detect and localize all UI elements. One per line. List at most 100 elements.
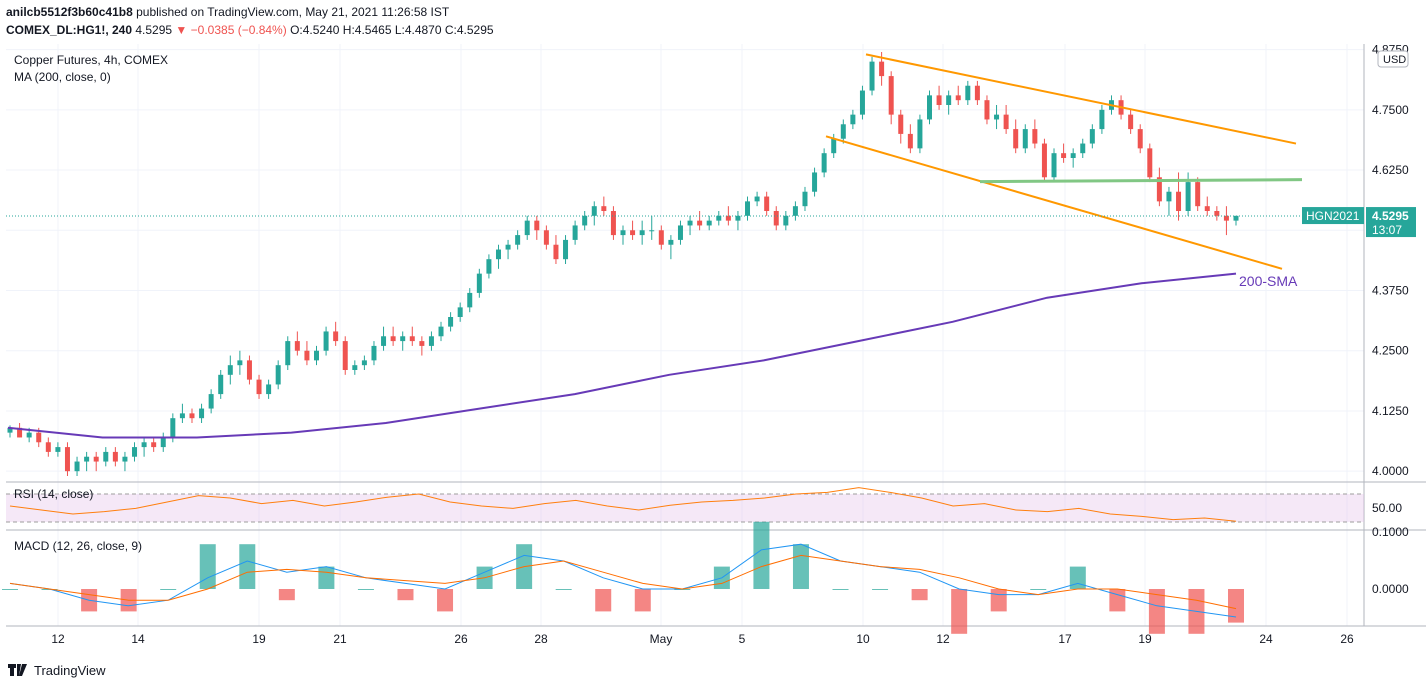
macd-histogram-bar: [1148, 589, 1165, 634]
tradingview-footer[interactable]: TradingView: [8, 662, 106, 678]
symbol-tag-text: HGN2021: [1306, 209, 1360, 223]
candle-body: [572, 225, 578, 240]
candle-body: [361, 360, 367, 366]
x-tick-label: 10: [856, 632, 870, 646]
candle-body: [898, 114, 904, 134]
candle-body: [467, 292, 473, 308]
candle-body: [74, 461, 80, 472]
x-tick-label: 19: [1138, 632, 1152, 646]
candle-body: [745, 201, 751, 216]
candle-body: [448, 317, 454, 327]
candle-body: [304, 350, 310, 361]
legend-macd: MACD (12, 26, close, 9): [14, 539, 142, 553]
macd-histogram-bar: [634, 589, 651, 612]
candle-body: [1089, 129, 1095, 144]
support-line: [979, 178, 1303, 184]
y-tick-label: 4.3750: [1372, 284, 1409, 298]
candle-body: [438, 326, 444, 337]
candle-body: [1051, 153, 1057, 178]
candle-body: [371, 345, 377, 361]
macd-histogram-bar: [437, 589, 454, 612]
candle-body: [754, 196, 760, 202]
candle-body: [17, 427, 23, 438]
candle-body: [1032, 129, 1038, 144]
candle-body: [294, 341, 300, 351]
candle-body: [1128, 114, 1134, 130]
candle-body: [1070, 153, 1076, 158]
symbol-label: COMEX_DL:HG1!, 240: [6, 23, 133, 37]
candle-body: [199, 408, 205, 419]
candle-body: [246, 360, 252, 380]
candle-body: [965, 85, 971, 101]
x-tick-label: 5: [739, 632, 746, 646]
candle-body: [812, 172, 818, 192]
candle-body: [381, 336, 387, 346]
macd-line: [9, 543, 1237, 618]
candle-body: [620, 230, 626, 236]
candle-body: [1185, 182, 1191, 211]
candle-body: [630, 230, 636, 236]
x-tick-label: 21: [333, 632, 347, 646]
candle-body: [179, 413, 185, 419]
channel-lower-line: [825, 135, 1283, 270]
tradingview-logo-icon: [8, 664, 27, 676]
macd-histogram-bar: [239, 544, 256, 589]
candle-body: [227, 365, 233, 375]
candle-body: [1003, 114, 1009, 130]
candle-body: [773, 211, 779, 226]
candle-body: [974, 85, 980, 101]
price-tag-text: 4.5295: [1372, 209, 1409, 223]
candle-body: [419, 341, 425, 346]
x-tick-label: 17: [1058, 632, 1072, 646]
candle-body: [601, 206, 607, 211]
candle-body: [1195, 182, 1201, 207]
signal-line: [9, 554, 1237, 610]
candle-body: [984, 100, 990, 120]
candle-body: [208, 394, 214, 409]
candle-body: [428, 336, 434, 346]
candle-body: [764, 196, 770, 211]
candle-body: [591, 206, 597, 216]
candle-body: [1099, 109, 1105, 130]
macd-tick-label: 0.0000: [1372, 582, 1409, 596]
candle-body: [409, 336, 415, 342]
macd-histogram-bar: [555, 589, 572, 590]
macd-histogram-bar: [911, 589, 928, 601]
candle-body: [218, 374, 224, 395]
ohlc-values: O:4.5240 H:4.5465 L:4.4870 C:4.5295: [290, 23, 494, 37]
candle-body: [994, 114, 1000, 120]
candle-body: [122, 456, 128, 462]
x-tick-label: 19: [252, 632, 266, 646]
candle-body: [93, 456, 99, 462]
change-arrow-icon: ▼: [175, 23, 188, 37]
candle-body: [1080, 143, 1086, 154]
macd-histogram-bar: [2, 589, 18, 590]
candle-body: [735, 215, 741, 221]
candle-body: [840, 124, 846, 139]
x-tick-label: 24: [1259, 632, 1273, 646]
candle-body: [160, 437, 166, 448]
y-tick-label: 4.0000: [1372, 464, 1409, 478]
candle-body: [955, 95, 961, 101]
candle-body: [553, 244, 559, 260]
candle-body: [314, 350, 319, 361]
candle-body: [189, 413, 195, 419]
macd-histogram-bar: [397, 589, 414, 601]
candle-body: [524, 220, 530, 236]
candle-body: [457, 307, 463, 317]
candle-body: [495, 249, 501, 260]
candle-body: [697, 220, 703, 226]
channel-upper-line: [865, 53, 1297, 145]
x-tick-label: 12: [936, 632, 950, 646]
y-tick-label: 4.2500: [1372, 344, 1409, 358]
candle-body: [831, 138, 837, 154]
candle-body: [1137, 129, 1143, 149]
candle-body: [821, 153, 827, 173]
candle-body: [285, 341, 291, 366]
sma-annotation: 200-SMA: [1239, 273, 1298, 289]
macd-tick-label: 0.1000: [1372, 525, 1409, 539]
candle-body: [907, 133, 913, 149]
candle-body: [859, 90, 865, 115]
candle-body: [706, 220, 712, 226]
